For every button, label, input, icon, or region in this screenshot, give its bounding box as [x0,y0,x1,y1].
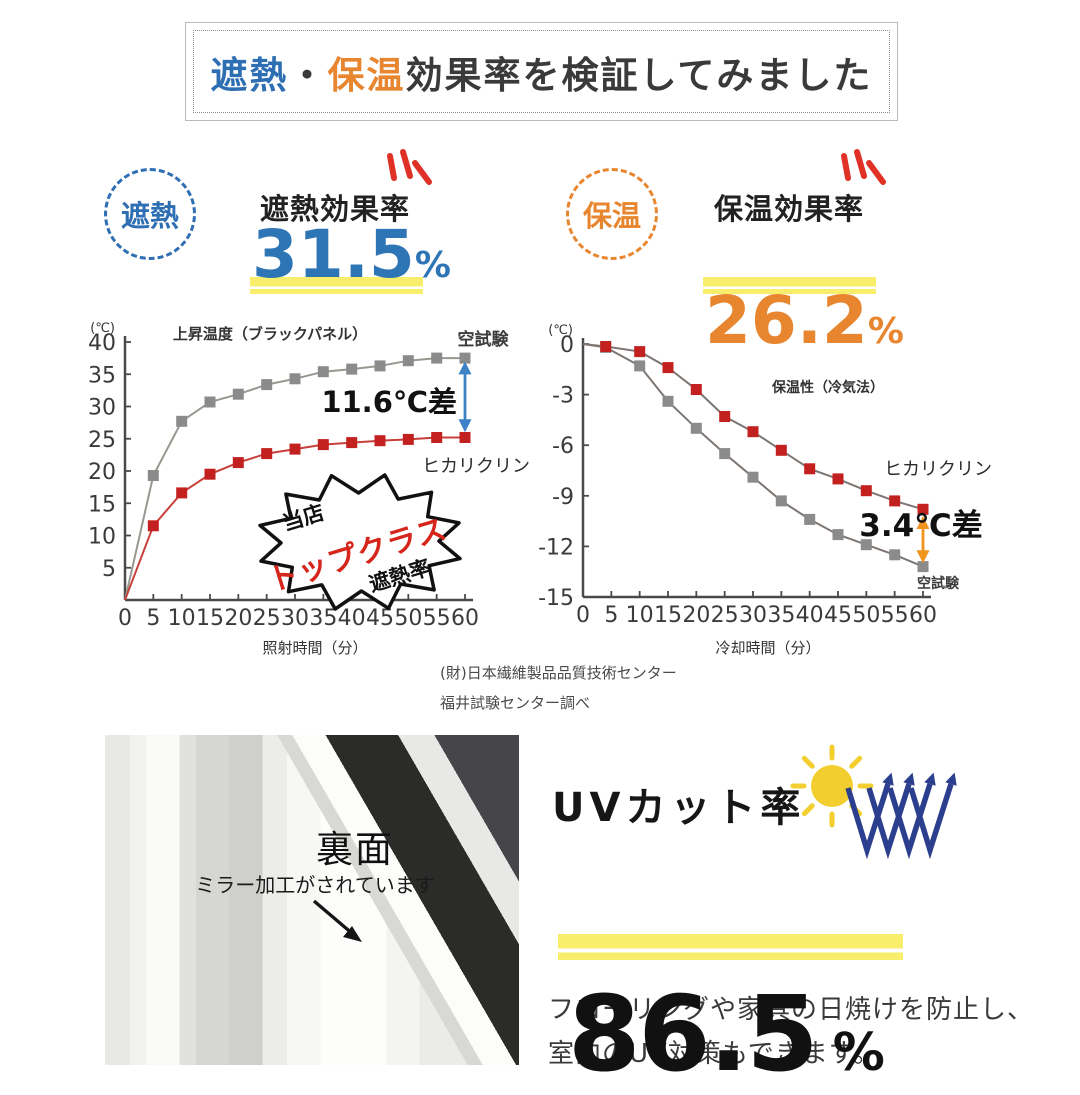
uv-percent-sign [817,1023,833,1083]
svg-text:-6: -6 [552,434,574,459]
svg-text:40: 40 [88,331,116,356]
svg-text:50: 50 [394,606,422,631]
svg-text:60: 60 [909,603,937,628]
uv-desc-line-1: フローリングや家具の日焼けを防止し、 [548,995,1035,1025]
svg-text:照射時間（分）: 照射時間（分） [262,639,367,657]
heat-retention-value: 26.2% [705,288,1080,354]
header-box: 遮熱・保温効果率を検証してみました [185,22,898,121]
svg-text:45: 45 [824,603,852,628]
svg-text:60: 60 [451,606,479,631]
heat-retention-badge: 保温 [566,168,658,260]
svg-text:35: 35 [767,603,795,628]
credit-line-1: (財)日本繊維製品品質技術センター [440,664,677,682]
svg-text:15: 15 [654,603,682,628]
svg-text:ヒカリクリン: ヒカリクリン [884,459,992,480]
svg-text:20: 20 [224,606,252,631]
title-segment-dot: ・ [288,53,328,97]
svg-text:10: 10 [88,525,116,550]
heat-shield-number: 31.5 [252,216,415,293]
svg-text:15: 15 [88,492,116,517]
svg-text:空試験: 空試験 [458,329,510,350]
photo-arrow-icon [312,899,362,942]
uv-description: フローリングや家具の日焼けを防止し、 室内のUV対策もできます。 [548,988,1034,1076]
svg-text:空試験: 空試験 [917,575,960,592]
svg-text:45: 45 [366,606,394,631]
uv-number: 86.5 [568,973,819,1095]
heat-retention-badge-label: 保温 [582,199,641,233]
heat-shield-percent-sign: % [414,245,451,286]
svg-text:20: 20 [88,460,116,485]
heat-retention-number: 26.2 [705,282,868,359]
heat-shield-badge-label: 遮熱 [120,199,179,233]
svg-text:10: 10 [168,606,196,631]
heat-shield-highlight [250,277,423,294]
svg-text:0: 0 [118,606,132,631]
header-inner-border: 遮熱・保温効果率を検証してみました [193,30,890,113]
svg-text:50: 50 [852,603,880,628]
svg-text:25: 25 [253,606,281,631]
heat-shield-value: 31.5% [252,222,1080,288]
svg-text:0: 0 [576,603,590,628]
heat-retention-highlight [703,277,876,294]
title-segment-rest: 効果率を検証してみました [405,53,873,97]
svg-text:20: 20 [682,603,710,628]
heat-retention-heading: 保温効果率 [714,192,865,226]
svg-text:(℃): (℃) [90,321,115,336]
heat-shield-heading: 遮熱効果率 [260,192,411,226]
svg-text:-3: -3 [552,384,574,409]
uv-desc-line-2: 室内のUV対策もできます。 [548,1039,881,1070]
svg-text:55: 55 [881,603,909,628]
starburst-shape [258,473,462,611]
svg-text:(℃): (℃) [548,323,573,338]
top-class-stamp: 当店 トップクラス 遮熱率 [250,466,470,618]
title-segment-warm: 保温 [327,53,406,97]
svg-text:35: 35 [309,606,337,631]
title-segment-shield: 遮熱 [210,53,289,97]
svg-text:5: 5 [604,603,618,628]
sun-uv-reflect-icon [790,744,957,860]
svg-text:上昇温度（ブラックパネル）: 上昇温度（ブラックパネル） [173,325,367,343]
curtain-back-photo: 裏面 ミラー加工がされています [105,735,519,1065]
svg-text:3.4℃差: 3.4℃差 [859,508,982,544]
svg-text:15: 15 [196,606,224,631]
photo-caption: ミラー加工がされています [195,873,435,897]
heat-shield-badge: 遮熱 [104,168,196,260]
uv-percent-glyph: % [832,1023,885,1083]
svg-text:40: 40 [796,603,824,628]
uv-value: 86.5 % [568,982,1080,1086]
svg-text:5: 5 [146,606,160,631]
emphasis-marks-icon [841,149,886,185]
photo-label: 裏面 [316,828,394,871]
svg-text:30: 30 [281,606,309,631]
svg-text:25: 25 [88,428,116,453]
svg-text:ヒカリクリン: ヒカリクリン [422,456,530,477]
test-credit: (財)日本繊維製品品質技術センター 福井試験センター調べ [440,658,677,718]
svg-text:30: 30 [739,603,767,628]
svg-text:10: 10 [626,603,654,628]
svg-text:-9: -9 [552,485,574,510]
svg-text:5: 5 [102,557,116,582]
page-title: 遮熱・保温効果率を検証してみました [211,45,873,99]
heat-rise-chart: 0 5 10 15 20 25 30 35 40 45 50 55 60510152025303540(… [88,321,530,657]
svg-text:0: 0 [560,333,574,358]
svg-text:55: 55 [423,606,451,631]
svg-text:25: 25 [711,603,739,628]
heat-retention-chart: 0 5 10 15 20 25 30 35 40 45 50 55 600-3-6-9-12-15(℃)… [538,323,992,657]
svg-text:11.6℃差: 11.6℃差 [321,385,457,419]
svg-text:40: 40 [338,606,366,631]
svg-text:-15: -15 [538,586,574,611]
uv-heading: UVカット率 [552,785,806,831]
svg-text:冷却時間（分）: 冷却時間（分） [715,639,820,657]
svg-text:30: 30 [88,396,116,421]
emphasis-marks-icon [387,149,432,185]
svg-text:保温性（冷気法）: 保温性（冷気法） [771,379,884,396]
uv-highlight [558,934,903,960]
heat-retention-percent-sign: % [867,311,904,352]
svg-text:-12: -12 [538,535,574,560]
credit-line-2: 福井試験センター調べ [440,694,591,712]
svg-text:35: 35 [88,363,116,388]
